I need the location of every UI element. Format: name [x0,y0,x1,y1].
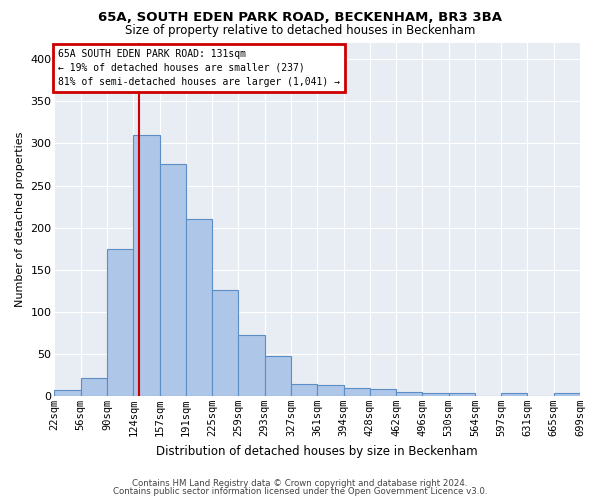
Text: Size of property relative to detached houses in Beckenham: Size of property relative to detached ho… [125,24,475,37]
X-axis label: Distribution of detached houses by size in Beckenham: Distribution of detached houses by size … [157,444,478,458]
Bar [396,392,422,396]
Bar [317,385,344,396]
Bar [422,394,449,396]
Bar [554,392,580,396]
Text: 65A SOUTH EDEN PARK ROAD: 131sqm
← 19% of detached houses are smaller (237)
81% : 65A SOUTH EDEN PARK ROAD: 131sqm ← 19% o… [58,48,340,86]
Bar [291,384,317,396]
Bar [344,388,370,396]
Bar [501,392,527,396]
Text: Contains HM Land Registry data © Crown copyright and database right 2024.: Contains HM Land Registry data © Crown c… [132,479,468,488]
Bar [133,135,160,396]
Bar [107,250,133,396]
Text: Contains public sector information licensed under the Open Government Licence v3: Contains public sector information licen… [113,487,487,496]
Bar [449,394,475,396]
Bar [186,219,212,396]
Bar [81,378,107,396]
Y-axis label: Number of detached properties: Number of detached properties [15,132,25,307]
Text: 65A, SOUTH EDEN PARK ROAD, BECKENHAM, BR3 3BA: 65A, SOUTH EDEN PARK ROAD, BECKENHAM, BR… [98,11,502,24]
Bar [370,389,396,396]
Bar [265,356,291,396]
Bar [212,290,238,396]
Bar [160,164,186,396]
Bar [55,390,81,396]
Bar [238,336,265,396]
